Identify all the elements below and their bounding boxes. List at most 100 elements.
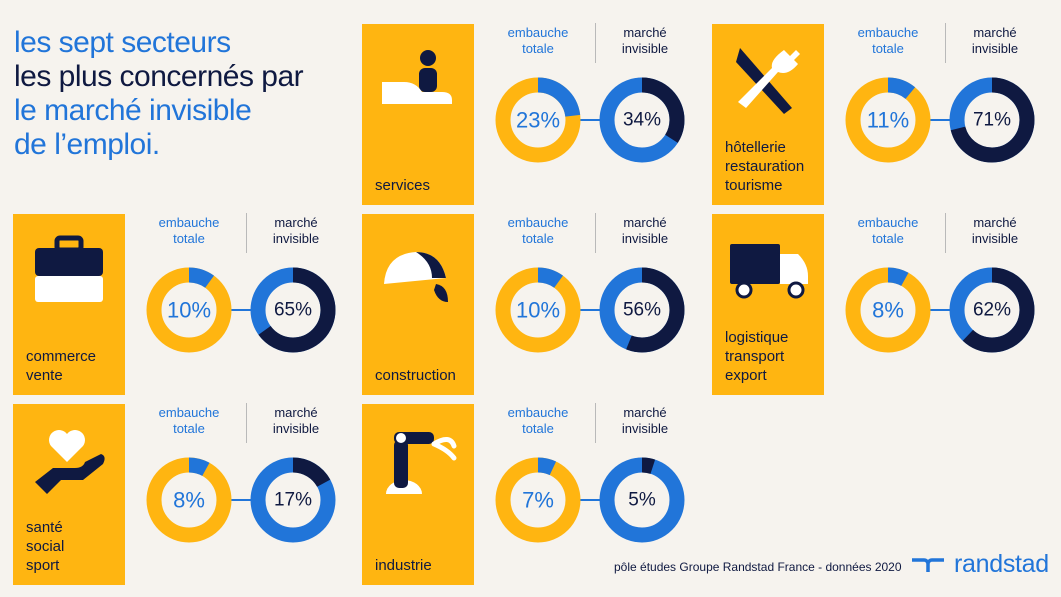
sector-card: industrie: [362, 404, 474, 585]
sector-label-line: transport: [725, 348, 785, 365]
donut-marche-arc: [949, 77, 1035, 163]
value-marche-invisible: 5%: [628, 490, 656, 511]
header-divider: [945, 213, 946, 253]
donut-embauche-arc: [146, 267, 232, 353]
randstad-logo-icon: [912, 558, 944, 572]
sector-label-line: export: [725, 367, 767, 384]
header-marche-invisible: marché invisible: [621, 405, 669, 436]
hard-hat-icon: [376, 228, 460, 312]
value-embauche-totale: 11%: [867, 108, 909, 133]
header-embauche-totale: embauche totale: [158, 405, 220, 436]
value-embauche-totale: 23%: [516, 108, 560, 133]
brand-name: randstad: [954, 549, 1049, 578]
header-divider: [945, 23, 946, 63]
sector-label-line: vente: [26, 367, 63, 384]
header-embauche-totale: embauche totale: [158, 215, 220, 246]
header-embauche-totale: embauche totale: [857, 25, 919, 56]
sector-label-line: services: [375, 177, 431, 194]
sector-label-line: tourisme: [725, 177, 783, 194]
hand-person-icon: [376, 38, 460, 122]
donut-marche-arc: [949, 267, 1035, 353]
header-divider: [595, 213, 596, 253]
sector-label-line: hôtellerie: [725, 139, 786, 156]
sector-label-line: industrie: [375, 557, 432, 574]
header-marche-invisible: marché invisible: [621, 25, 669, 56]
value-marche-invisible: 17%: [274, 490, 312, 511]
hand-heart-icon: [27, 418, 111, 502]
header-embauche-totale: embauche totale: [857, 215, 919, 246]
donut-marche-arc: [599, 267, 685, 353]
sector-label: santé social sport: [26, 518, 64, 575]
donut-marche-arc: [250, 267, 336, 353]
donut-marche-arc: [250, 457, 336, 543]
randstad-logo: randstad: [910, 548, 1049, 580]
title-line-3: le marché invisible: [14, 94, 252, 127]
sector-label: construction: [375, 366, 456, 385]
sector-label-line: logistique: [725, 329, 789, 346]
header-marche-invisible: marché invisible: [272, 405, 320, 436]
donut-pair: 10% 56%: [495, 267, 685, 353]
donut-pair: 11% 71%: [845, 77, 1035, 163]
value-marche-invisible: 65%: [274, 300, 312, 321]
value-embauche-totale: 8%: [173, 488, 205, 513]
sector-label: hôtellerie restauration tourisme: [725, 138, 804, 195]
header-embauche-totale: embauche totale: [507, 25, 569, 56]
sector-card: hôtellerie restauration tourisme: [712, 24, 824, 205]
value-embauche-totale: 8%: [872, 298, 904, 323]
sector-label-line: social: [26, 538, 65, 555]
donut-embauche-arc: [146, 457, 232, 543]
donut-pair: 10% 65%: [146, 267, 336, 353]
header-embauche-totale: embauche totale: [507, 215, 569, 246]
sector-label-line: santé: [26, 519, 63, 536]
truck-icon: [726, 228, 810, 312]
donut-pair: 8% 17%: [146, 457, 336, 543]
title-line-4: de l’emploi.: [14, 128, 160, 161]
source-note: pôle études Groupe Randstad France - don…: [614, 560, 902, 574]
value-marche-invisible: 62%: [973, 300, 1011, 321]
donut-embauche-arc: [495, 457, 581, 543]
value-marche-invisible: 71%: [973, 110, 1011, 131]
sector-card: services: [362, 24, 474, 205]
donut-pair: 23% 34%: [495, 77, 685, 163]
sector-label: services: [375, 176, 430, 195]
donut-pair: 7% 5%: [495, 457, 685, 543]
sector-label: commerce vente: [26, 347, 96, 385]
sector-card: santé social sport: [13, 404, 125, 585]
sector-card: logistique transport export: [712, 214, 824, 395]
sector-label: logistique transport export: [725, 328, 788, 385]
briefcase-icon: [27, 228, 111, 312]
sector-card: construction: [362, 214, 474, 395]
value-embauche-totale: 7%: [522, 488, 554, 513]
sector-label-line: sport: [26, 557, 60, 574]
header-marche-invisible: marché invisible: [272, 215, 320, 246]
donut-pair: 8% 62%: [845, 267, 1035, 353]
value-embauche-totale: 10%: [167, 298, 211, 323]
robot-arm-icon: [376, 418, 460, 502]
header-divider: [246, 403, 247, 443]
donut-marche-arc: [599, 457, 685, 543]
value-marche-invisible: 34%: [623, 110, 661, 131]
header-marche-invisible: marché invisible: [971, 215, 1019, 246]
header-marche-invisible: marché invisible: [621, 215, 669, 246]
donut-embauche-arc: [495, 77, 581, 163]
value-marche-invisible: 56%: [623, 300, 661, 321]
header-divider: [246, 213, 247, 253]
header-divider: [595, 23, 596, 63]
sector-label-line: commerce: [26, 348, 97, 365]
donut-marche-arc: [599, 77, 685, 163]
page-title: les sept secteurs les plus concernés par…: [14, 26, 304, 162]
title-line-2: les plus concernés par: [14, 60, 304, 93]
title-line-1: les sept secteurs: [14, 26, 231, 59]
knife-fork-icon: [726, 38, 810, 122]
donut-embauche-arc: [495, 267, 581, 353]
header-embauche-totale: embauche totale: [507, 405, 569, 436]
value-embauche-totale: 10%: [516, 298, 560, 323]
donut-embauche-arc: [845, 267, 931, 353]
sector-label-line: construction: [375, 367, 456, 384]
sector-label-line: restauration: [725, 158, 805, 175]
sector-label: industrie: [375, 556, 432, 575]
header-marche-invisible: marché invisible: [971, 25, 1019, 56]
donut-embauche-arc: [845, 77, 931, 163]
sector-card: commerce vente: [13, 214, 125, 395]
header-divider: [595, 403, 596, 443]
